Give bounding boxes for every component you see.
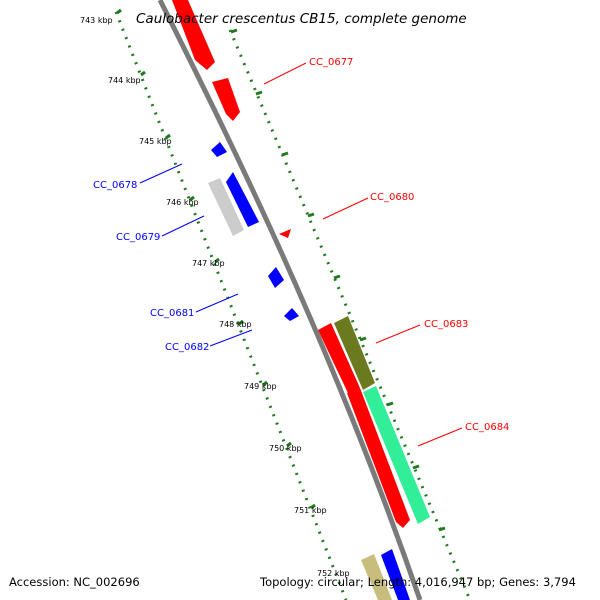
gene-label-cc0679[interactable]: CC_0679 bbox=[116, 232, 160, 243]
gene-label-cc0683[interactable]: CC_0683 bbox=[424, 319, 468, 330]
outer-ruler-ticks bbox=[230, 28, 446, 532]
gene-cc0677-bar[interactable] bbox=[212, 78, 240, 121]
gene-cc0680-arrow[interactable] bbox=[279, 229, 291, 238]
kbp-label: 752 kbp bbox=[317, 569, 350, 578]
kbp-label: 744 kbp bbox=[108, 76, 141, 85]
gene-label-cc0680[interactable]: CC_0680 bbox=[370, 192, 414, 203]
inner-ruler-ticks bbox=[116, 8, 316, 510]
callout-lines bbox=[139, 62, 463, 447]
gene-labels: CC_0677 CC_0680 CC_0683 CC_0684 CC_0678 … bbox=[93, 57, 509, 433]
inner-ruler-line bbox=[114, 11, 348, 600]
kbp-label: 750 kbp bbox=[269, 444, 302, 453]
gene-cc0682-arrow[interactable] bbox=[284, 308, 299, 321]
kbp-label: 745 kbp bbox=[139, 137, 172, 146]
gene-cc0678-arrow[interactable] bbox=[211, 142, 227, 157]
gene-label-cc0681[interactable]: CC_0681 bbox=[150, 308, 194, 319]
gene-label-cc0684[interactable]: CC_0684 bbox=[465, 422, 509, 433]
kbp-label: 746 kbp bbox=[166, 198, 199, 207]
gene-label-cc0682[interactable]: CC_0682 bbox=[165, 342, 209, 353]
gene-label-cc0678[interactable]: CC_0678 bbox=[93, 180, 137, 191]
gene-label-cc0677[interactable]: CC_0677 bbox=[309, 57, 353, 68]
genome-title: Caulobacter crescentus CB15, complete ge… bbox=[136, 11, 467, 27]
kbp-label: 747 kbp bbox=[192, 259, 225, 268]
kbp-label: 751 kbp bbox=[294, 506, 327, 515]
genome-backbone bbox=[157, 0, 423, 600]
gene-cc0676-bar[interactable] bbox=[172, 0, 215, 70]
gene-tan-bar[interactable] bbox=[361, 554, 392, 600]
kbp-label: 749 kbp bbox=[244, 382, 277, 391]
gene-cc0678b-bar[interactable] bbox=[226, 172, 259, 227]
gene-cc0683-bar[interactable] bbox=[318, 323, 360, 393]
kbp-label: 743 kbp bbox=[80, 16, 113, 25]
gene-cc0679-bar[interactable] bbox=[208, 178, 244, 236]
genome-summary-label: Topology: circular; Length: 4,016,947 bp… bbox=[259, 575, 576, 589]
kbp-labels: 743 kbp 744 kbp 745 kbp 746 kbp 747 kbp … bbox=[80, 16, 350, 578]
gene-cc0683-olive-bar[interactable] bbox=[334, 316, 375, 390]
gene-cc0681-arrow[interactable] bbox=[268, 267, 284, 288]
gene-cc0684-bar[interactable] bbox=[347, 388, 410, 528]
outer-ruler-line bbox=[228, 29, 472, 600]
gene-blue-bar-bottom[interactable] bbox=[381, 549, 410, 600]
kbp-label: 748 kbp bbox=[219, 320, 252, 329]
accession-label: Accession: NC_002696 bbox=[9, 575, 140, 589]
gene-cc0684-aqua-bar[interactable] bbox=[363, 386, 430, 524]
